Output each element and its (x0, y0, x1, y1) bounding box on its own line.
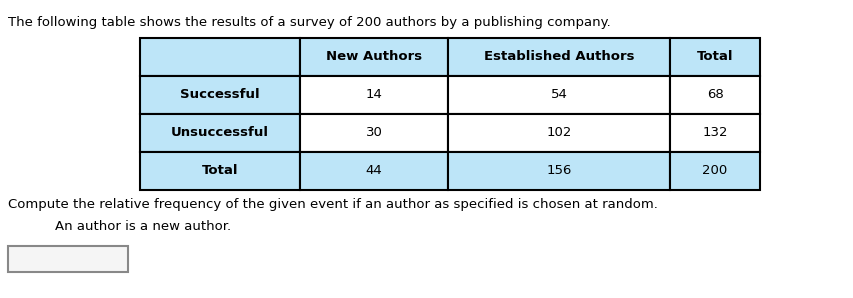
Text: Successful: Successful (180, 89, 259, 102)
Bar (140, 38, 299, 76)
Bar (670, 76, 759, 114)
Text: Established Authors: Established Authors (483, 50, 634, 63)
Text: The following table shows the results of a survey of 200 authors by a publishing: The following table shows the results of… (8, 16, 610, 29)
Text: 200: 200 (701, 164, 727, 178)
Bar (448, 114, 670, 152)
Text: 54: 54 (550, 89, 566, 102)
Bar (670, 38, 759, 76)
Bar (140, 152, 299, 190)
Text: 132: 132 (701, 126, 727, 139)
Text: Compute the relative frequency of the given event if an author as specified is c: Compute the relative frequency of the gi… (8, 198, 657, 211)
Bar (299, 38, 448, 76)
Text: Total: Total (201, 164, 238, 178)
Bar (299, 152, 448, 190)
Text: New Authors: New Authors (326, 50, 421, 63)
Bar (8, 246, 128, 272)
Bar (140, 76, 299, 114)
Text: Total: Total (696, 50, 733, 63)
Text: 44: 44 (365, 164, 382, 178)
Text: 30: 30 (365, 126, 382, 139)
Text: 14: 14 (365, 89, 382, 102)
Bar (140, 114, 299, 152)
Bar (448, 76, 670, 114)
Bar (299, 114, 448, 152)
Bar (448, 152, 670, 190)
Bar (670, 114, 759, 152)
Bar (448, 38, 670, 76)
Text: 156: 156 (546, 164, 571, 178)
Text: Unsuccessful: Unsuccessful (171, 126, 269, 139)
Text: 68: 68 (705, 89, 722, 102)
Bar (670, 152, 759, 190)
Bar (299, 76, 448, 114)
Text: An author is a new author.: An author is a new author. (55, 220, 231, 233)
Text: 102: 102 (546, 126, 571, 139)
